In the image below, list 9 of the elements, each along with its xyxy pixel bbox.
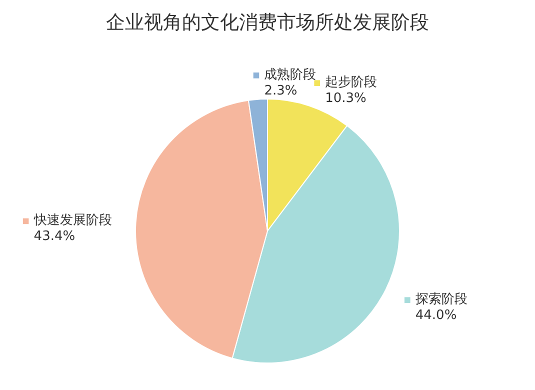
data-label: 10.3% bbox=[325, 91, 366, 106]
legend-label: 成熟阶段 bbox=[264, 67, 316, 82]
chart-title: 企业视角的文化消费市场所处发展阶段 bbox=[106, 11, 429, 34]
data-label: 2.3% bbox=[264, 83, 298, 98]
data-label: 43.4% bbox=[34, 229, 76, 244]
data-label: 44.0% bbox=[415, 308, 457, 324]
legend-label: 探索阶段 bbox=[415, 292, 468, 308]
legend-label: 快速发展阶段 bbox=[32, 213, 112, 228]
legend-label: 起步阶段 bbox=[325, 75, 378, 90]
